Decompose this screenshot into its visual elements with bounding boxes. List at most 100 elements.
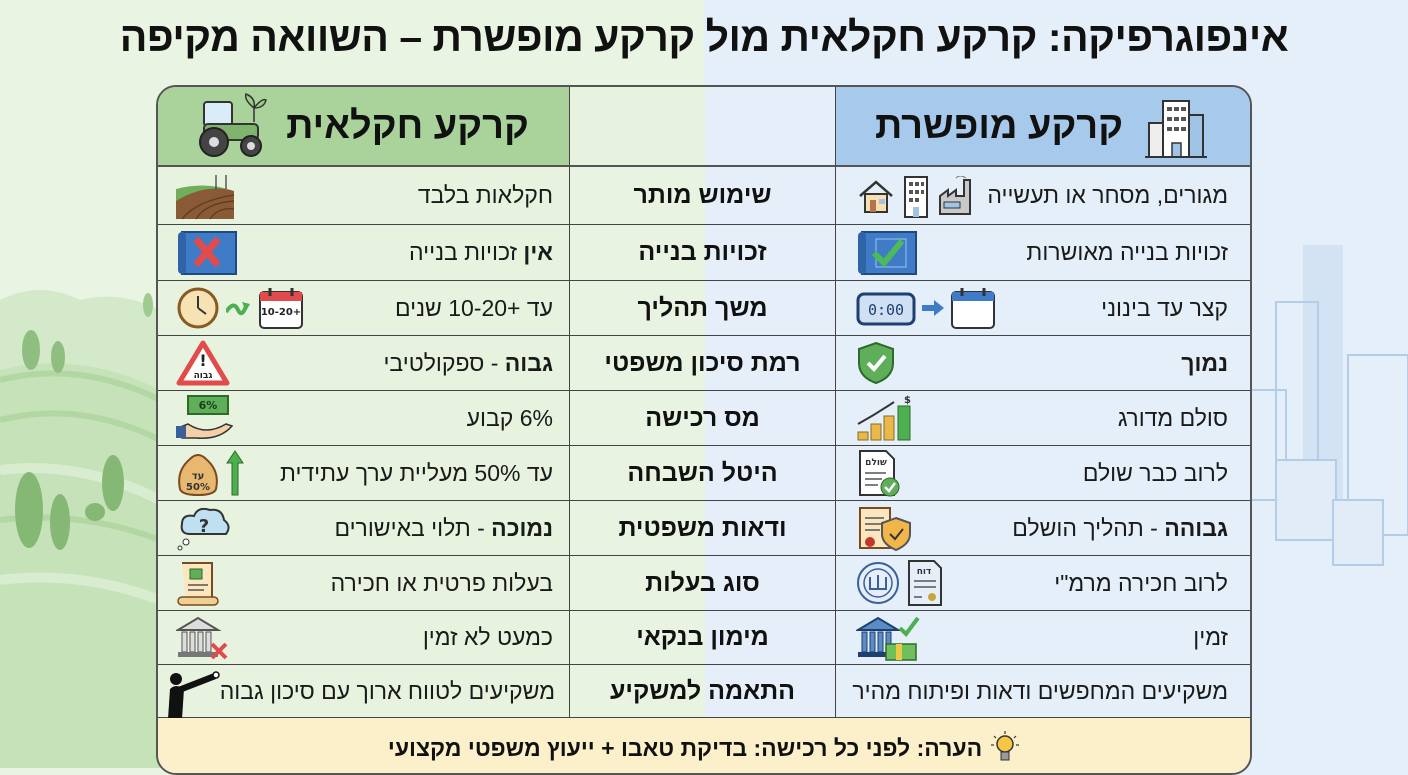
agricultural-value-text: זכויות בנייה bbox=[409, 239, 524, 265]
criterion-label: היטל השבחה bbox=[627, 458, 778, 487]
agricultural-icons: 10-20+ bbox=[176, 286, 304, 330]
rezoned-value: קצר עד בינוני bbox=[1101, 295, 1228, 322]
rezoned-cell: גבוהה - תהליך הושלם bbox=[835, 501, 1250, 555]
criterion-cell: מימון בנקאי bbox=[569, 611, 835, 664]
criterion-label: התאמה למשקיע bbox=[609, 676, 796, 705]
blueprint-x-icon bbox=[176, 229, 238, 277]
agricultural-cell: גבוה - ספקולטיבי! גבוה bbox=[158, 336, 569, 390]
city-background-illustration bbox=[1248, 245, 1408, 566]
header-criteria bbox=[569, 87, 835, 167]
bank-x-icon bbox=[176, 614, 232, 662]
rezoned-icons: 0:00 bbox=[856, 286, 996, 330]
rezoned-icons bbox=[856, 614, 922, 662]
rezoned-icons bbox=[856, 504, 912, 552]
deed-scroll-icon bbox=[176, 559, 222, 607]
svg-text:!: ! bbox=[199, 351, 206, 370]
rezoned-value-text: לרוב כבר שולם bbox=[1082, 459, 1228, 486]
svg-text:50%: 50% bbox=[186, 482, 210, 493]
rezoned-cell: לרוב חכירה מרמ"י דוח bbox=[835, 556, 1250, 610]
bank-cash-check-icon bbox=[856, 614, 922, 662]
rezoned-value: זמין bbox=[1193, 624, 1228, 651]
tractor-icon bbox=[199, 93, 268, 157]
rezoned-cell: משקיעים המחפשים ודאות ופיתוח מהיר bbox=[835, 665, 1250, 717]
agricultural-value-text: 6% קבוע bbox=[466, 404, 553, 431]
agricultural-value-text: - ספקולטיבי bbox=[383, 349, 505, 376]
agricultural-cell: עד +10-20 שנים 10-20+ bbox=[158, 281, 569, 335]
rezoned-value-emphasis: נמוך bbox=[1181, 349, 1228, 376]
agricultural-value-emphasis: נמוכה bbox=[491, 514, 553, 541]
page-title: אינפוגרפיקה: קרקע חקלאית מול קרקע מופשרת… bbox=[119, 14, 1289, 60]
criterion-label: ודאות משפטית bbox=[618, 513, 787, 542]
rezoned-cell: קצר עד בינוני 0:00 bbox=[835, 281, 1250, 335]
rezoned-cell: זמין bbox=[835, 611, 1250, 664]
agricultural-value-text: עד 50% מעליית ערך עתידית bbox=[280, 459, 553, 486]
table-row: מגורים, מסחר או תעשייה שימוש מותר חקלאות ב… bbox=[158, 167, 1250, 225]
agricultural-cell: בעלות פרטית או חכירה bbox=[158, 556, 569, 610]
footer-note: הערה: לפני כל רכישה: בדיקת טאבו + ייעוץ … bbox=[158, 718, 1250, 773]
agricultural-icons bbox=[164, 663, 220, 719]
agricultural-value: משקיעים לטווח ארוך עם סיכון גבוה bbox=[220, 678, 555, 705]
agricultural-value: עד 50% מעליית ערך עתידית bbox=[280, 460, 553, 487]
rezoned-icons bbox=[856, 229, 918, 277]
building-icon bbox=[902, 174, 930, 218]
agricultural-icons: ? bbox=[176, 504, 232, 552]
rezoned-value-text: - תהליך הושלם bbox=[1012, 514, 1165, 541]
table-row: סולם מדורג $ מס רכישה 6% קבוע 6% bbox=[158, 391, 1250, 446]
header-agricultural-title: קרקע חקלאית bbox=[286, 104, 529, 147]
table-row: משקיעים המחפשים ודאות ופיתוח מהיר התאמה ל… bbox=[158, 663, 1250, 719]
rezoned-icons: $ bbox=[856, 394, 916, 442]
rezoned-cell: מגורים, מסחר או תעשייה bbox=[835, 167, 1250, 224]
svg-text:0:00: 0:00 bbox=[868, 301, 904, 319]
rezoned-cell: זכויות בנייה מאושרות bbox=[835, 225, 1250, 280]
agricultural-value: כמעט לא זמין bbox=[423, 624, 553, 651]
rezoned-value: משקיעים המחפשים ודאות ופיתוח מהיר bbox=[852, 678, 1228, 705]
agricultural-value-text: - תלוי באישורים bbox=[334, 514, 492, 541]
arrow-right-icon bbox=[226, 298, 252, 318]
criterion-cell: ודאות משפטית bbox=[569, 501, 835, 555]
criterion-label: זכויות בנייה bbox=[638, 238, 767, 266]
agricultural-value: נמוכה - תלוי באישורים bbox=[334, 515, 553, 542]
paid-document-icon: שולם bbox=[856, 449, 902, 497]
criterion-cell: רמת סיכון משפטי bbox=[569, 336, 835, 390]
svg-text:6%: 6% bbox=[199, 399, 218, 412]
table-row: לרוב חכירה מרמ"י דוח סוג בעלות בעלות פרטית … bbox=[158, 556, 1250, 611]
criterion-cell: שימוש מותר bbox=[569, 167, 835, 224]
agricultural-value-text: משקיעים לטווח ארוך עם סיכון גבוה bbox=[219, 677, 555, 704]
agricultural-value-text: עד +10-20 שנים bbox=[394, 294, 553, 321]
agricultural-icons: 6% bbox=[176, 394, 236, 442]
rezoned-value: מגורים, מסחר או תעשייה bbox=[987, 182, 1228, 209]
rezoned-value-text: קצר עד בינוני bbox=[1101, 294, 1228, 321]
agricultural-value: 6% קבוע bbox=[467, 405, 553, 432]
criterion-label: מימון בנקאי bbox=[636, 623, 769, 651]
svg-text:10-20+: 10-20+ bbox=[261, 307, 301, 318]
svg-text:עד: עד bbox=[192, 471, 205, 482]
criterion-label: סוג בעלות bbox=[645, 568, 760, 597]
criterion-cell: מס רכישה bbox=[569, 391, 835, 445]
agricultural-value-text: בעלות פרטית או חכירה bbox=[330, 569, 553, 596]
table-row: לרוב כבר שולם שולם היטל השבחה עד 50% מעליית… bbox=[158, 446, 1250, 501]
arrow-right-icon bbox=[922, 300, 944, 316]
agricultural-value-text: חקלאות בלבד bbox=[417, 182, 553, 208]
rezoned-cell: נמוך bbox=[835, 336, 1250, 390]
header-agricultural: קרקע חקלאית bbox=[158, 87, 569, 167]
house-icon bbox=[856, 176, 896, 216]
arrow-up-icon bbox=[226, 449, 244, 497]
criterion-cell: זכויות בנייה bbox=[569, 225, 835, 280]
svg-text:שולם: שולם bbox=[865, 458, 887, 468]
money-bag-icon: עד 50% bbox=[176, 449, 220, 497]
agricultural-icons bbox=[176, 614, 232, 662]
agricultural-value-text: כמעט לא זמין bbox=[422, 624, 553, 650]
clock-icon bbox=[176, 286, 220, 330]
rezoned-cell: סולם מדורג $ bbox=[835, 391, 1250, 445]
calendar-icon: 10-20+ bbox=[258, 286, 304, 330]
factory-icon bbox=[936, 175, 978, 216]
shield-check-icon bbox=[856, 341, 896, 385]
svg-text:$: $ bbox=[904, 395, 911, 406]
rezoned-value: לרוב כבר שולם bbox=[1083, 460, 1228, 487]
coins-growth-icon: $ bbox=[856, 394, 916, 442]
criterion-cell: היטל השבחה bbox=[569, 446, 835, 500]
agricultural-cell: נמוכה - תלוי באישורים? bbox=[158, 501, 569, 555]
rezoned-value: לרוב חכירה מרמ"י bbox=[1054, 570, 1228, 597]
rezoned-icons: שולם bbox=[856, 449, 902, 497]
agricultural-value: בעלות פרטית או חכירה bbox=[331, 570, 553, 597]
